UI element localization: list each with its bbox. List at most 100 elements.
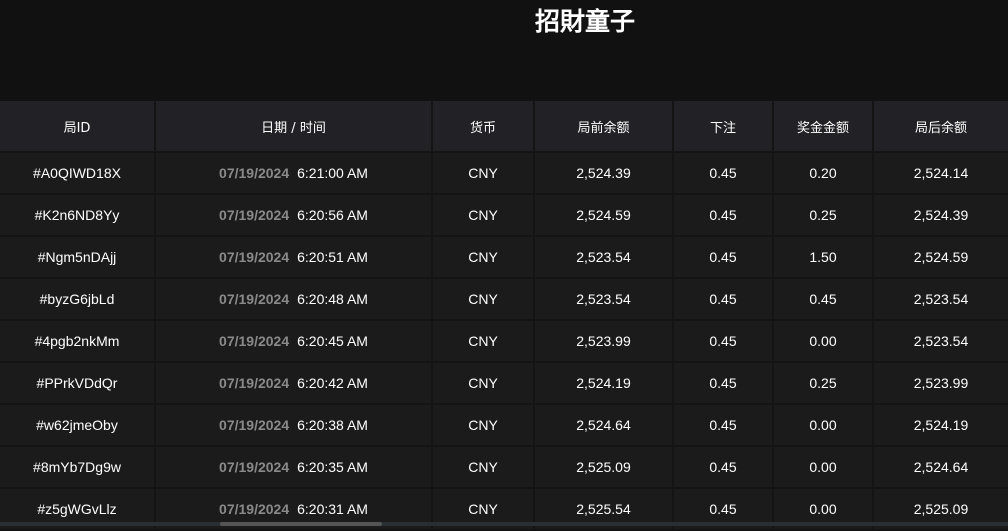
balance-after-cell-text: 2,524.39 — [913, 207, 969, 223]
balance-before-cell: 2,523.54 — [534, 236, 674, 279]
bet-cell: 0.45 — [673, 362, 774, 405]
balance-before-cell-text: 2,524.64 — [576, 417, 631, 433]
balance-after-cell-text: 2,523.54 — [913, 291, 969, 307]
balance-before-cell: 2,524.59 — [534, 194, 674, 237]
table-row[interactable]: #K2n6ND8Yy 07/19/2024 6:20:56 AM CNY 2,524.5… — [0, 194, 1008, 237]
balance-after-cell-text: 2,524.19 — [913, 417, 969, 433]
bet-cell-text: 0.45 — [709, 249, 737, 265]
table-row[interactable]: #4pgb2nkMm 07/19/2024 6:20:45 AM CNY 2,523.9… — [0, 320, 1008, 363]
date-text: 07/19/2024 — [219, 417, 290, 433]
bet-cell-text: 0.45 — [709, 291, 737, 307]
bet-cell: 0.45 — [673, 194, 774, 237]
balance-after-cell: 2,523.99 — [873, 362, 1008, 405]
round-id-cell-text: #z5gWGvLlz — [37, 501, 117, 517]
currency-cell-text: CNY — [468, 375, 498, 391]
datetime-cell: 07/19/2024 6:20:56 AM — [155, 194, 433, 237]
round-id-cell-text: #A0QIWD18X — [33, 165, 121, 181]
balance-before-cell-text: 2,524.19 — [576, 375, 631, 391]
bet-cell-text: 0.45 — [709, 207, 737, 223]
currency-cell: CNY — [432, 194, 535, 237]
table-row[interactable]: #w62jmeOby 07/19/2024 6:20:38 AM CNY 2,524.6… — [0, 404, 1008, 447]
round-id-cell: #Ngm5nDAjj — [0, 236, 156, 279]
balance-after-cell-text: 2,525.09 — [913, 501, 969, 517]
table-row[interactable]: #PPrkVDdQr 07/19/2024 6:20:42 AM CNY 2,524.1… — [0, 362, 1008, 405]
balance-after-cell: 2,524.59 — [873, 236, 1008, 279]
bet-cell: 0.45 — [673, 278, 774, 321]
column-header-win: 奖金金额 — [773, 101, 874, 153]
win-cell-text: 0.00 — [809, 501, 837, 517]
bet-cell: 0.45 — [673, 236, 774, 279]
history-table: 局ID 日期 / 时间 货币 局前余额 下注 奖金金额 局后余额 #A0QIWD… — [0, 101, 1008, 531]
round-id-cell: #8mYb7Dg9w — [0, 446, 156, 489]
bet-cell-text: 0.45 — [709, 417, 737, 433]
currency-cell-text: CNY — [468, 291, 498, 307]
time-text: 6:20:38 AM — [297, 417, 368, 433]
balance-before-cell: 2,524.19 — [534, 362, 674, 405]
balance-after-cell: 2,524.39 — [873, 194, 1008, 237]
time-text: 6:20:48 AM — [297, 291, 368, 307]
datetime-cell: 07/19/2024 6:20:45 AM — [155, 320, 433, 363]
balance-after-cell: 2,523.54 — [873, 320, 1008, 363]
win-cell: 0.45 — [773, 278, 874, 321]
win-cell: 0.00 — [773, 320, 874, 363]
table-row[interactable]: #Ngm5nDAjj 07/19/2024 6:20:51 AM CNY 2,523.5… — [0, 236, 1008, 279]
bet-cell: 0.45 — [673, 446, 774, 489]
bet-cell: 0.45 — [673, 320, 774, 363]
currency-cell-text: CNY — [468, 501, 498, 517]
balance-before-cell-text: 2,523.54 — [576, 249, 631, 265]
balance-after-cell: 2,524.64 — [873, 446, 1008, 489]
column-header-bet: 下注 — [673, 101, 774, 153]
balance-before-cell-text: 2,523.54 — [576, 291, 631, 307]
win-cell: 0.00 — [773, 446, 874, 489]
bet-cell-text: 0.45 — [709, 459, 737, 475]
time-text: 6:20:31 AM — [297, 501, 368, 517]
bet-cell-text: 0.45 — [709, 501, 737, 517]
horizontal-scrollbar-track[interactable] — [0, 522, 1008, 526]
win-cell-text: 0.00 — [809, 333, 837, 349]
balance-before-cell: 2,524.39 — [534, 152, 674, 195]
column-header-datetime: 日期 / 时间 — [155, 101, 433, 153]
round-id-cell-text: #byzG6jbLd — [39, 291, 115, 307]
win-cell-text: 0.45 — [809, 291, 837, 307]
round-id-cell: #K2n6ND8Yy — [0, 194, 156, 237]
datetime-cell: 07/19/2024 6:20:51 AM — [155, 236, 433, 279]
time-text: 6:20:42 AM — [297, 375, 368, 391]
round-id-cell: #byzG6jbLd — [0, 278, 156, 321]
table-row[interactable]: #byzG6jbLd 07/19/2024 6:20:48 AM CNY 2,523.5… — [0, 278, 1008, 321]
bet-cell-text: 0.45 — [709, 333, 737, 349]
win-cell: 0.25 — [773, 194, 874, 237]
horizontal-scrollbar-thumb[interactable] — [220, 522, 382, 526]
balance-after-cell: 2,524.19 — [873, 404, 1008, 447]
table-header: 局ID 日期 / 时间 货币 局前余额 下注 奖金金额 局后余额 — [0, 101, 1008, 153]
win-cell-text: 0.20 — [809, 165, 837, 181]
table-row[interactable]: #A0QIWD18X 07/19/2024 6:21:00 AM CNY 2,524.3… — [0, 152, 1008, 195]
date-text: 07/19/2024 — [219, 333, 290, 349]
column-header-balance-before: 局前余额 — [534, 101, 674, 153]
round-id-cell-text: #Ngm5nDAjj — [37, 249, 117, 265]
time-text: 6:21:00 AM — [297, 165, 368, 181]
currency-cell: CNY — [432, 152, 535, 195]
balance-after-cell-text: 2,524.14 — [913, 165, 969, 181]
bet-cell-text: 0.45 — [709, 165, 737, 181]
balance-before-cell-text: 2,524.59 — [576, 207, 631, 223]
currency-cell-text: CNY — [468, 417, 498, 433]
datetime-cell: 07/19/2024 6:20:48 AM — [155, 278, 433, 321]
balance-after-cell-text: 2,524.59 — [913, 249, 969, 265]
balance-after-cell: 2,524.14 — [873, 152, 1008, 195]
date-text: 07/19/2024 — [219, 291, 290, 307]
date-text: 07/19/2024 — [219, 459, 290, 475]
time-text: 6:20:51 AM — [297, 249, 368, 265]
date-text: 07/19/2024 — [219, 501, 290, 517]
round-id-cell-text: #K2n6ND8Yy — [34, 207, 120, 223]
balance-after-cell: 2,523.54 — [873, 278, 1008, 321]
round-id-cell-text: #w62jmeOby — [36, 417, 118, 433]
round-id-cell-text: #4pgb2nkMm — [34, 333, 120, 349]
balance-before-cell: 2,524.64 — [534, 404, 674, 447]
column-header-balance-after: 局后余额 — [873, 101, 1008, 153]
date-text: 07/19/2024 — [219, 207, 290, 223]
currency-cell: CNY — [432, 278, 535, 321]
table-row[interactable]: #8mYb7Dg9w 07/19/2024 6:20:35 AM CNY 2,525.0… — [0, 446, 1008, 489]
balance-before-cell-text: 2,525.54 — [576, 501, 631, 517]
balance-after-cell-text: 2,523.99 — [913, 375, 969, 391]
currency-cell: CNY — [432, 446, 535, 489]
